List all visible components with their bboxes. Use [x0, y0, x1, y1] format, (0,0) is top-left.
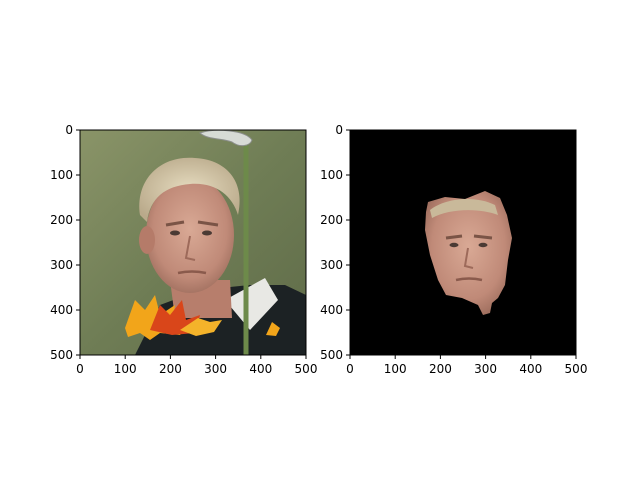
left-x-tick-label: 100: [114, 362, 137, 376]
mask-eye-left: [449, 242, 459, 248]
right-y-tick-label: 0: [335, 123, 343, 137]
right-x-tick-label: 200: [429, 362, 452, 376]
left-x-tick-label: 500: [295, 362, 318, 376]
mask-mouth: [455, 277, 483, 282]
right-y-tick-label: 500: [320, 348, 343, 362]
mask-nose: [463, 247, 474, 269]
mask-eye-right: [478, 242, 488, 248]
right-axes-frame: [349, 129, 577, 356]
right-y-tick-label: 200: [320, 213, 343, 227]
right-y-tick-label: 100: [320, 168, 343, 182]
face-cutout-hair: [430, 198, 498, 218]
left-y-tick-label: 0: [65, 123, 73, 137]
right-mask: [350, 130, 576, 355]
left-y-tick-label: 100: [50, 168, 73, 182]
right-y-tick-label: 300: [320, 258, 343, 272]
face-cutout: [425, 191, 512, 315]
mask-eyebrow-left: [445, 234, 463, 240]
right-x-tick-label: 500: [565, 362, 588, 376]
golf-club-head: [199, 130, 253, 147]
hair: [139, 157, 240, 222]
right-x-tick-label: 100: [384, 362, 407, 376]
eyebrow-right: [197, 220, 219, 227]
maple-leaves: [125, 295, 280, 340]
left-x-tick-label: 0: [76, 362, 84, 376]
face: [146, 177, 234, 293]
mask-eyebrow-right: [473, 234, 493, 240]
left-y-tick-label: 500: [50, 348, 73, 362]
right-x-tick-label: 400: [519, 362, 542, 376]
left-x-tick-label: 400: [249, 362, 272, 376]
left-x-tick-label: 300: [204, 362, 227, 376]
right-y-tick-label: 400: [320, 303, 343, 317]
right-x-tick-label: 300: [474, 362, 497, 376]
left-photo: [80, 130, 306, 355]
left-y-tick-label: 300: [50, 258, 73, 272]
left-axes-frame: [79, 129, 307, 356]
left-x-tick-label: 200: [159, 362, 182, 376]
ear-left: [139, 226, 155, 254]
eyebrow-left: [165, 220, 185, 227]
white-collar: [225, 278, 278, 330]
eye-left: [170, 230, 180, 236]
nose: [184, 235, 196, 261]
mouth: [177, 270, 207, 275]
right-x-tick-label: 0: [346, 362, 354, 376]
eye-right: [202, 230, 212, 236]
left-y-tick-label: 400: [50, 303, 73, 317]
left-y-tick-label: 200: [50, 213, 73, 227]
